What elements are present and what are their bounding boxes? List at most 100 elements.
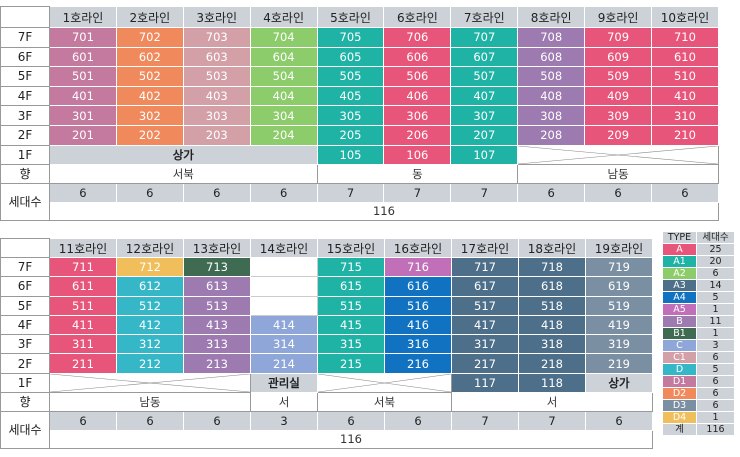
unit-cell: 519 (585, 295, 653, 316)
unit-cell: 416 (384, 314, 452, 336)
legend-type: A2 (662, 267, 697, 280)
households-label: 세대수 (0, 182, 50, 221)
unit-cell: 608 (517, 46, 586, 68)
direction-label: 향 (0, 163, 50, 184)
unit-cell: 719 (585, 256, 653, 278)
floor-label: 7F (0, 256, 50, 278)
unit-cell: 704 (249, 27, 318, 48)
legend-count: 5 (696, 363, 735, 376)
households-value: 7 (518, 410, 586, 431)
direction-value: 동 (316, 163, 519, 184)
legend-total-count: 116 (696, 423, 735, 436)
unit-cell: 306 (383, 105, 452, 126)
unit-cell: 613 (183, 276, 251, 297)
unit-cell: 501 (49, 66, 117, 87)
unit-cell: 612 (116, 276, 184, 297)
direction-value: 서 (250, 391, 318, 412)
unit-cell: 217 (451, 353, 519, 374)
unit-cell: 516 (384, 295, 452, 316)
unit-cell: 316 (384, 334, 452, 355)
unit-cell: 307 (450, 105, 519, 126)
line-header: 8호라인 (517, 6, 586, 28)
unit-cell: 106 (383, 144, 452, 165)
legend-count: 1 (696, 303, 735, 316)
unit-cell: 509 (584, 66, 653, 87)
households-value: 6 (585, 410, 653, 431)
legend-count: 3 (696, 339, 735, 352)
line-header: 15호라인 (317, 238, 385, 258)
legend-count: 1 (696, 411, 735, 424)
unit-cell: 219 (585, 353, 653, 374)
households-value: 7 (316, 182, 385, 203)
households-value: 6 (249, 182, 318, 203)
unit-cell: 304 (249, 105, 318, 126)
shop-cell: 상가 (585, 372, 653, 393)
unit-cell: 706 (383, 27, 452, 48)
unit-cell: 617 (451, 276, 519, 297)
line-header: 5호라인 (316, 6, 385, 28)
corner-cell (0, 6, 50, 28)
floor-label: 3F (0, 105, 50, 126)
line-header: 7호라인 (450, 6, 519, 28)
unit-cell: 211 (49, 353, 117, 374)
unit-cell: 607 (450, 46, 519, 68)
floor-label: 2F (0, 124, 50, 146)
unit-cell: 406 (383, 85, 452, 107)
legend-count: 20 (696, 255, 735, 268)
unit-cell: 702 (115, 27, 184, 48)
unit-cell: 605 (316, 46, 385, 68)
line-header: 17호라인 (451, 238, 519, 258)
households-value: 6 (384, 410, 452, 431)
unit-cell: 402 (115, 85, 184, 107)
unit-cell: 412 (116, 314, 184, 336)
unit-cell: 718 (518, 256, 586, 278)
line-header: 2호라인 (115, 6, 184, 28)
legend-type: D1 (662, 375, 697, 388)
legend-type: D2 (662, 387, 697, 400)
legend-count: 5 (696, 291, 735, 304)
unit-cell: 703 (182, 27, 251, 48)
households-value: 6 (651, 182, 719, 203)
unit-cell: 701 (49, 27, 117, 48)
floor-label: 2F (0, 353, 50, 374)
legend-count: 14 (696, 279, 735, 292)
empty-crossed-cell (49, 372, 251, 393)
unit-cell: 606 (383, 46, 452, 68)
legend-header-count: 세대수 (696, 231, 735, 244)
empty-crossed-cell (317, 372, 452, 393)
unit-cell: 210 (651, 124, 719, 146)
households-value: 6 (584, 182, 653, 203)
unit-cell: 515 (317, 295, 385, 316)
floor-label: 6F (0, 46, 50, 68)
unit-cell: 511 (49, 295, 117, 316)
unit-cell: 302 (115, 105, 184, 126)
direction-value: 서북 (49, 163, 318, 184)
households-value: 7 (450, 182, 519, 203)
legend-type: D3 (662, 399, 697, 412)
legend-total-label: 계 (662, 423, 697, 436)
empty-unit-cell (250, 256, 318, 278)
households-value: 6 (182, 182, 251, 203)
unit-cell: 409 (584, 85, 653, 107)
households-value: 6 (115, 182, 184, 203)
unit-cell: 404 (249, 85, 318, 107)
direction-value: 서북 (317, 391, 452, 412)
legend-count: 6 (696, 267, 735, 280)
unit-cell: 308 (517, 105, 586, 126)
unit-cell: 503 (182, 66, 251, 87)
unit-cell: 502 (115, 66, 184, 87)
unit-cell: 602 (115, 46, 184, 68)
unit-cell: 218 (518, 353, 586, 374)
legend-count: 1 (696, 327, 735, 340)
empty-unit-cell (250, 276, 318, 297)
unit-cell: 315 (317, 334, 385, 355)
floor-label: 5F (0, 66, 50, 87)
unit-cell: 212 (116, 353, 184, 374)
unit-cell: 507 (450, 66, 519, 87)
unit-cell: 711 (49, 256, 117, 278)
unit-cell: 710 (651, 27, 719, 48)
unit-cell: 506 (383, 66, 452, 87)
line-header: 19호라인 (585, 238, 653, 258)
unit-cell: 214 (250, 353, 318, 374)
direction-value: 서 (451, 391, 653, 412)
